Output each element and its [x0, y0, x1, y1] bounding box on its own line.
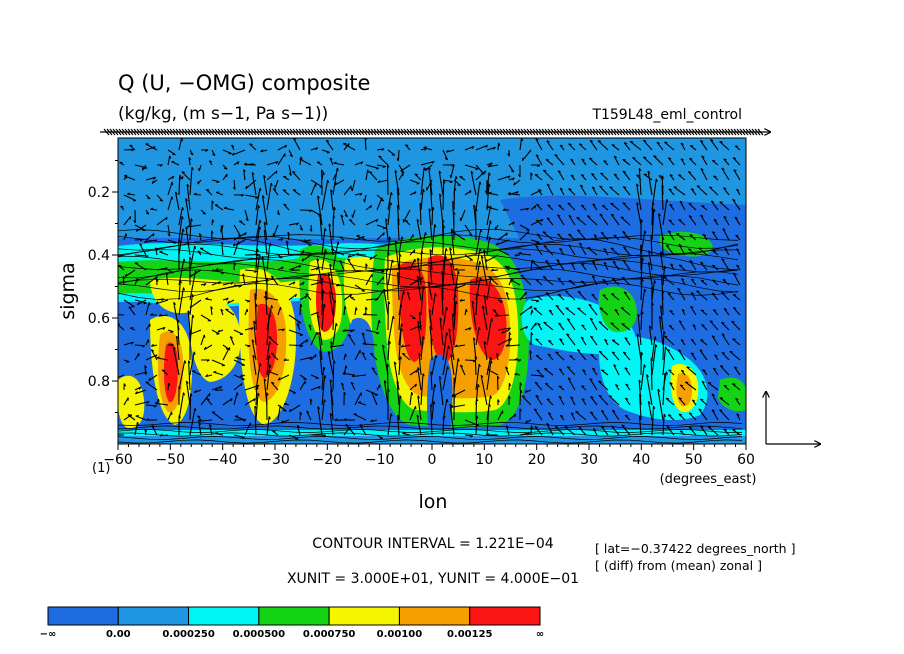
x-axis: −60 −50 −40 −30 −20 −10 0 10 20 30 40 50 60: [103, 444, 755, 468]
colorbar-swatch: [328, 606, 400, 626]
colorbar-label: 0.000750: [303, 629, 356, 640]
colorbar-label: 0.00100: [377, 629, 423, 640]
x-tick-label: −50: [156, 452, 186, 468]
vector-field: [118, 138, 741, 440]
x-tick-label: 60: [737, 452, 755, 468]
colorbar: −∞ 0.00 0.000250 0.000500 0.000750 0.00100 0.0…: [40, 606, 544, 640]
colorbar-swatch: [469, 606, 541, 626]
x-tick-label: −10: [365, 452, 395, 468]
x-tick-label: 20: [528, 452, 546, 468]
colorbar-swatch: [398, 606, 471, 626]
y-tick-label: 0.6: [88, 311, 110, 327]
x-tick-label: −30: [260, 452, 290, 468]
experiment-label: T159L48_eml_control: [591, 107, 742, 123]
colorbar-label: 0.000500: [233, 629, 286, 640]
y-axis: 0.2 0.4 0.6 0.8: [88, 160, 118, 413]
x-axis-label: lon: [419, 491, 448, 513]
plot-area: [118, 138, 746, 444]
colorbar-label: ∞: [536, 629, 544, 640]
colorbar-label: 0.00125: [447, 629, 493, 640]
colorbar-label: 0.000250: [162, 629, 215, 640]
contour-lines: [118, 228, 743, 444]
chart-units: (kg/kg, (m s−1, Pa s−1)): [118, 104, 328, 124]
y-tick-label: 0.2: [88, 185, 110, 201]
x-tick-label: −40: [208, 452, 238, 468]
x-tick-label: −60: [103, 452, 133, 468]
x-units-label: (degrees_east): [660, 472, 757, 487]
x-tick-label: 30: [580, 452, 598, 468]
colorbar-swatch: [188, 606, 260, 626]
colorbar-swatch: [47, 606, 119, 626]
x-tick-label: 40: [632, 452, 650, 468]
vector-units: XUNIT = 3.000E+01, YUNIT = 4.000E−01: [287, 571, 579, 587]
note-lat: [ lat=−0.37422 degrees_north ]: [595, 541, 795, 556]
x-tick-label: −20: [313, 452, 343, 468]
colorbar-swatch: [258, 606, 330, 626]
x-tick-label: 0: [428, 452, 437, 468]
y-tick-label: 0.8: [88, 374, 110, 390]
y-tick-label: 0.4: [88, 248, 110, 264]
chart-title: Q (U, −OMG) composite: [118, 71, 370, 95]
x-tick-label: 10: [475, 452, 493, 468]
x-tick-label: 50: [685, 452, 703, 468]
top-arrow-row: [100, 129, 770, 135]
colorbar-label: −∞: [40, 629, 57, 640]
colorbar-label: 0.00: [106, 629, 131, 640]
reference-vector: [766, 392, 820, 444]
contour-interval: CONTOUR INTERVAL = 1.221E−04: [312, 536, 553, 552]
y-axis-label: sigma: [57, 262, 79, 319]
y-corner-label: (1): [92, 461, 110, 476]
colorbar-swatch: [117, 606, 190, 626]
note-diff: [ (diff) from (mean) zonal ]: [595, 558, 762, 573]
